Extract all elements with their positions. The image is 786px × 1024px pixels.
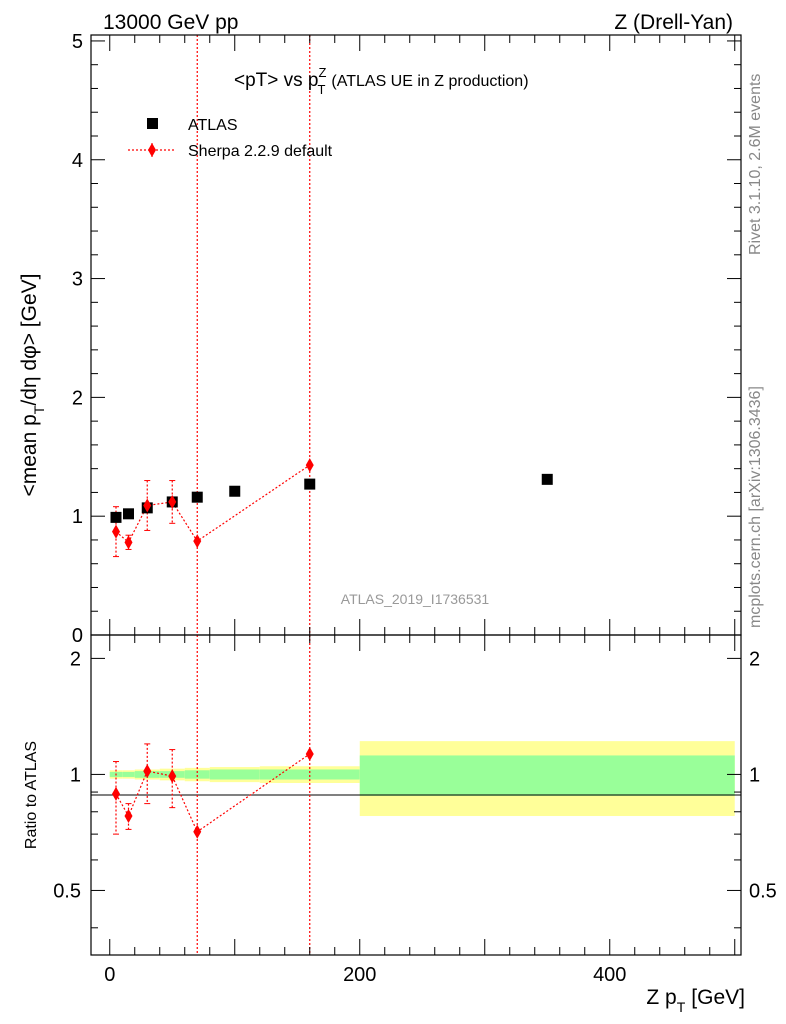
x-label-sub: T xyxy=(677,999,686,1015)
sherpa-point xyxy=(124,535,133,550)
ratio-frame xyxy=(90,634,742,956)
y-label-a: <mean p xyxy=(18,414,41,496)
title-main: <pT> vs p xyxy=(234,70,319,91)
x-label-unit: [GeV] xyxy=(691,986,745,1009)
legend-marker-sherpa xyxy=(148,143,156,157)
x-tick-label: 200 xyxy=(343,964,376,986)
x-axis-label: Z pT [GeV] xyxy=(646,986,745,1015)
analysis-id: ATLAS_2019_I1736531 xyxy=(341,591,490,607)
ratio-band-inner xyxy=(122,771,135,777)
y-tick-label: 2 xyxy=(72,387,83,409)
y-axis-label: <mean pT/dη dφ> [GeV] xyxy=(18,274,47,497)
ratio-tick-label-right: 1 xyxy=(749,764,760,786)
sherpa-ratio-point xyxy=(143,764,152,779)
atlas-point xyxy=(191,491,203,503)
ratio-tick-label-left: 2 xyxy=(70,648,81,670)
main-ticks: 0 1 2 3 4 5 xyxy=(72,31,741,647)
ratio-tick-label-left: 1 xyxy=(70,764,81,786)
x-tick-label: 400 xyxy=(593,964,626,986)
x-label-main: Z p xyxy=(646,986,676,1009)
sherpa-ratio-point xyxy=(305,746,314,761)
y-tick-label: 3 xyxy=(72,269,83,291)
y-tick-label: 0 xyxy=(72,625,83,647)
x-tick-label: 0 xyxy=(104,964,115,986)
atlas-point xyxy=(123,508,134,520)
main-marks xyxy=(110,458,553,550)
legend-label-atlas: ATLAS xyxy=(188,117,238,134)
atlas-point xyxy=(110,511,122,523)
y-label-a-sub: T xyxy=(31,405,47,414)
ratio-ticks: 0 200 400 0.5 0.5 1 1 2 2 xyxy=(53,635,777,986)
ratio-panel: 0 200 400 0.5 0.5 1 1 2 2 Ratio to ATLAS xyxy=(23,634,777,986)
atlas-point xyxy=(304,478,316,490)
legend: ATLAS Sherpa 2.2.9 default xyxy=(128,117,333,160)
sherpa-point xyxy=(305,458,314,473)
header-left: 13000 GeV pp xyxy=(103,11,238,34)
rivet-label: Rivet 3.1.10, 2.6M events xyxy=(747,74,764,255)
plot-title: <pT> vs pZ T (ATLAS UE in Z production) xyxy=(234,65,529,97)
sherpa-ratio-point xyxy=(124,809,133,824)
title-extra: (ATLAS UE in Z production) xyxy=(331,73,528,90)
sherpa-point xyxy=(168,494,177,509)
ratio-tick-label-right: 0.5 xyxy=(749,880,777,902)
sherpa-point xyxy=(193,534,202,549)
title-sub: T xyxy=(317,82,325,97)
sherpa-ratio-point xyxy=(112,786,120,801)
y-tick-label: 1 xyxy=(72,506,83,528)
y-label-b: /dη dφ> [GeV] xyxy=(18,274,41,406)
sherpa-ratio-point xyxy=(193,824,202,839)
ratio-tick-label-right: 2 xyxy=(749,648,760,670)
ratio-marks xyxy=(112,746,314,839)
legend-label-sherpa: Sherpa 2.2.9 default xyxy=(188,143,333,160)
ratio-band-inner xyxy=(184,770,210,779)
atlas-point xyxy=(229,485,241,497)
sherpa-ratio-point xyxy=(168,769,177,784)
legend-marker-atlas xyxy=(147,118,158,129)
y-tick-label: 4 xyxy=(72,150,83,172)
atlas-point xyxy=(541,473,553,485)
ratio-band-inner xyxy=(359,755,735,796)
ratio-band-inner xyxy=(259,769,360,780)
header-right: Z (Drell-Yan) xyxy=(614,11,733,34)
ratio-band-inner xyxy=(209,769,260,780)
title-sup: Z xyxy=(319,65,327,80)
sherpa-point xyxy=(112,524,120,539)
mcplots-label: mcplots.cern.ch [arXiv:1306.3436] xyxy=(747,386,764,628)
ratio-tick-label-left: 0.5 xyxy=(53,880,81,902)
y-tick-label: 5 xyxy=(72,31,83,53)
ratio-y-label: Ratio to ATLAS xyxy=(23,741,40,849)
ratio-bands xyxy=(109,741,735,817)
sherpa-ratio-line xyxy=(115,753,311,833)
sherpa-point xyxy=(143,498,152,513)
